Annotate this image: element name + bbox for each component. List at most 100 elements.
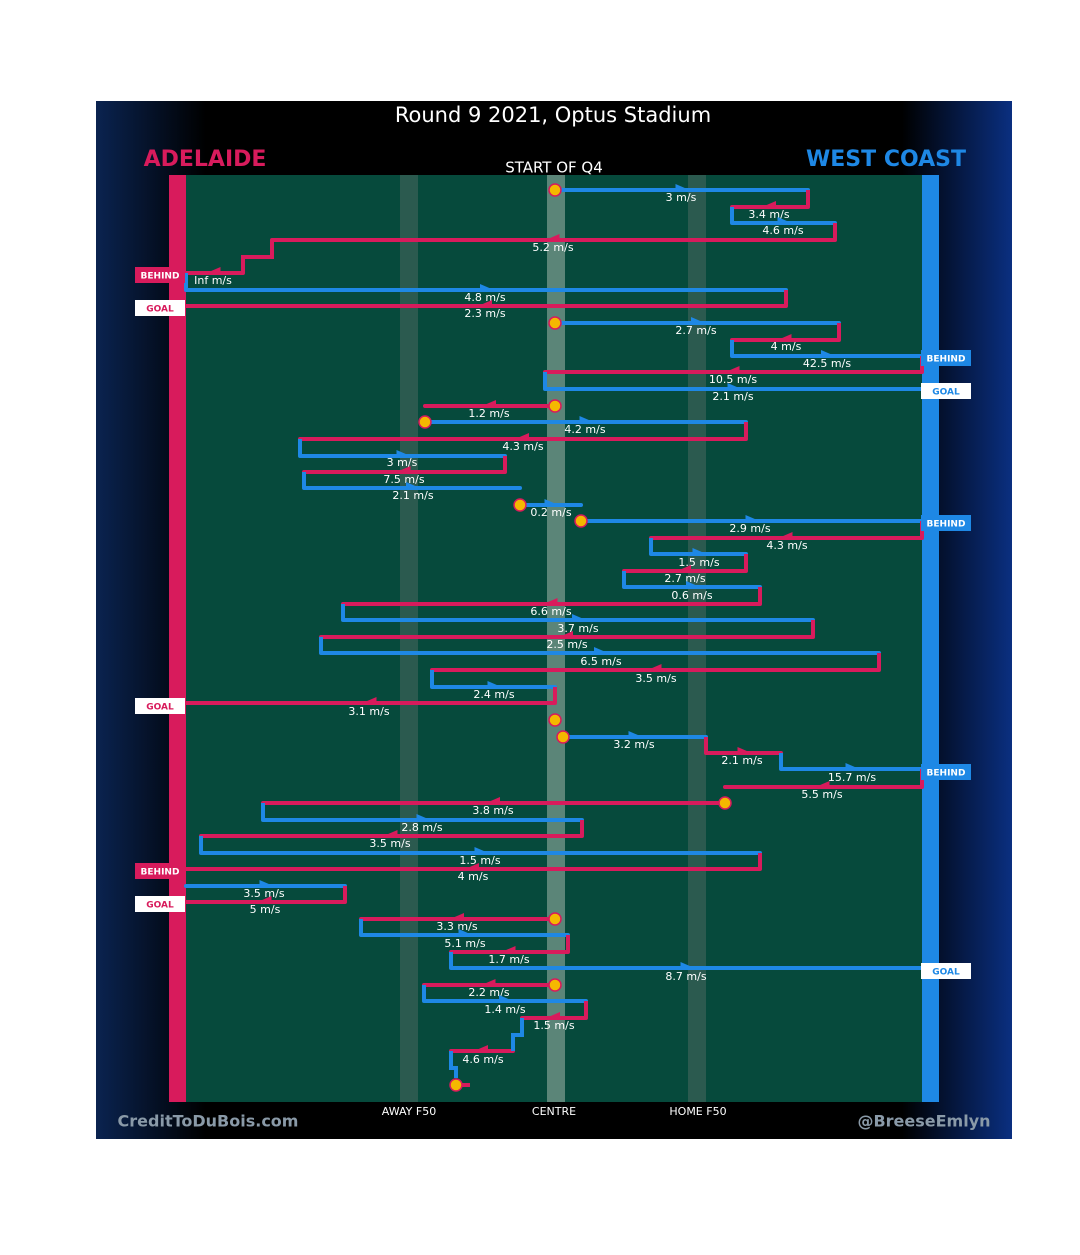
speed-label: 8.7 m/s (665, 970, 706, 983)
arrow-head (501, 946, 516, 954)
score-tag-label: GOAL (146, 703, 174, 713)
arrow-head (628, 731, 643, 739)
speed-label: 4.6 m/s (462, 1053, 503, 1066)
arrow-head (815, 781, 830, 789)
arrow-head (545, 234, 560, 242)
ball-up (718, 796, 732, 810)
credit: CreditToDuBois.com (118, 1112, 299, 1131)
chain-link (241, 240, 274, 273)
speed-label: 3.5 m/s (369, 837, 410, 850)
arrow-head (777, 334, 792, 342)
arrow-head (544, 499, 559, 507)
arrow-head (416, 814, 431, 822)
speed-label: 2.7 m/s (664, 572, 705, 585)
score-tag (135, 698, 185, 714)
score-tag (135, 863, 185, 879)
score-tag (135, 267, 185, 283)
speed-label: 2.4 m/s (473, 688, 514, 701)
period: START OF Q4 (505, 159, 603, 177)
ball-up (548, 713, 562, 727)
speed-label: 4.2 m/s (564, 423, 605, 436)
speed-label: 3.3 m/s (436, 920, 477, 933)
speed-label: 2.3 m/s (464, 307, 505, 320)
arrow-head (546, 1012, 560, 1020)
speed-label: 10.5 m/s (709, 373, 757, 386)
arrow-head (778, 532, 793, 540)
zone-label: AWAY F50 (382, 1105, 436, 1118)
ball-up (513, 498, 527, 512)
arrow-head (487, 681, 502, 689)
speed-label: 4.8 m/s (464, 291, 505, 304)
arrow-head (677, 565, 691, 573)
arrow-head (406, 482, 420, 490)
arrow-head (559, 631, 573, 639)
arrow-head (680, 962, 695, 970)
arrow-head (745, 515, 760, 523)
zone-label: CENTRE (532, 1105, 576, 1118)
speed-label: 6.5 m/s (580, 655, 621, 668)
score-tag-label: BEHIND (927, 355, 966, 365)
speed-label: 4 m/s (771, 340, 802, 353)
arrow-head (257, 896, 272, 904)
speed-label: 2.1 m/s (712, 390, 753, 403)
arrow-head (725, 366, 740, 374)
speed-label: 1.2 m/s (468, 407, 509, 420)
home-team: ADELAIDE (144, 147, 267, 172)
ball-up (548, 978, 562, 992)
speed-label: 3 m/s (666, 191, 697, 204)
speed-label: 15.7 m/s (828, 771, 876, 784)
score-tag-label: GOAL (932, 388, 960, 398)
speed-label: 2.1 m/s (721, 754, 762, 767)
score-tag (921, 383, 971, 399)
arrow-head (675, 184, 690, 192)
speed-label: 1.5 m/s (533, 1019, 574, 1032)
speed-label: 5.5 m/s (801, 788, 842, 801)
arrow-head (727, 383, 742, 391)
arrow-head (572, 614, 586, 622)
arrow-head (206, 267, 221, 275)
speed-label: 4 m/s (458, 870, 489, 883)
arrow-head (450, 913, 464, 921)
chain-link (511, 1018, 524, 1051)
score-tag-label: BEHIND (927, 520, 966, 530)
arrow-head (396, 466, 411, 474)
speed-label: 4.3 m/s (766, 539, 807, 552)
score-tag-label: BEHIND (141, 272, 180, 282)
speed-label: 3.5 m/s (635, 672, 676, 685)
speed-label: 1.5 m/s (678, 556, 719, 569)
speed-label: 5.1 m/s (444, 937, 485, 950)
arrow-head (594, 647, 608, 655)
score-tag (921, 764, 971, 780)
arrow-head (383, 830, 398, 838)
speed-label: 3.5 m/s (243, 887, 284, 900)
speed-label: 1.5 m/s (459, 854, 500, 867)
ball-up (548, 399, 562, 413)
speed-label: 0.2 m/s (530, 506, 571, 519)
speed-label: 0.6 m/s (671, 589, 712, 602)
chain-link (449, 1051, 458, 1078)
speed-label: 1.4 m/s (484, 1003, 525, 1016)
credit: @BreeseEmlyn (857, 1112, 990, 1131)
score-tag-label: GOAL (146, 305, 174, 315)
arrow-head (478, 300, 492, 308)
speed-label: 5 m/s (250, 903, 281, 916)
west-coast-end (922, 175, 939, 1102)
title: Round 9 2021, Optus Stadium (395, 103, 711, 127)
ball-up (548, 912, 562, 926)
speed-label: 7.5 m/s (383, 473, 424, 486)
arrow-head (481, 979, 496, 987)
score-tag (921, 350, 971, 366)
speed-label: 2.1 m/s (392, 489, 433, 502)
speed-label: Inf m/s (194, 274, 232, 287)
speed-label: 4.3 m/s (502, 440, 543, 453)
speed-label: 1.7 m/s (488, 953, 529, 966)
arrow-head (845, 763, 860, 771)
away-team: WEST COAST (806, 147, 966, 172)
speed-label: 3 m/s (387, 456, 418, 469)
arrow-head (515, 433, 529, 441)
speed-label: 3.2 m/s (613, 738, 654, 751)
speed-label: 2.7 m/s (675, 324, 716, 337)
speed-label: 42.5 m/s (803, 357, 851, 370)
speed-label: 5.2 m/s (532, 241, 573, 254)
